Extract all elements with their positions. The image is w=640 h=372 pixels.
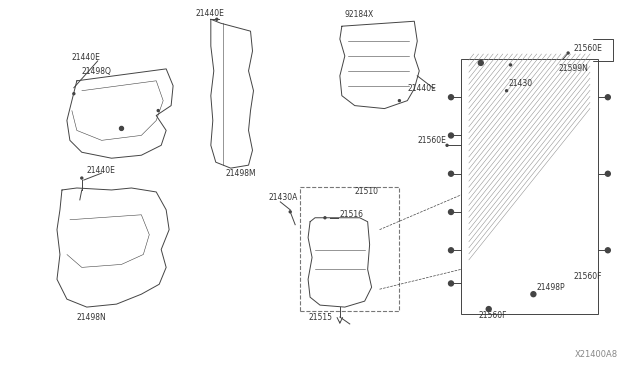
- Circle shape: [120, 126, 124, 131]
- Circle shape: [531, 292, 536, 296]
- Circle shape: [567, 52, 569, 54]
- Text: 21560E: 21560E: [417, 136, 446, 145]
- Circle shape: [449, 133, 454, 138]
- Text: 21440E: 21440E: [72, 54, 100, 62]
- Text: 21560F: 21560F: [573, 272, 602, 281]
- Text: 21498Q: 21498Q: [82, 67, 111, 76]
- Text: 21440E: 21440E: [196, 9, 225, 18]
- Circle shape: [399, 100, 401, 102]
- Text: 21440E: 21440E: [407, 84, 436, 93]
- Text: 21430A: 21430A: [268, 193, 298, 202]
- Circle shape: [289, 211, 291, 213]
- Text: 21599N: 21599N: [558, 64, 588, 73]
- Text: 21498N: 21498N: [77, 312, 107, 321]
- Circle shape: [81, 177, 83, 179]
- Text: 21430: 21430: [509, 79, 532, 88]
- Text: 21498P: 21498P: [536, 283, 565, 292]
- Text: 21440E: 21440E: [87, 166, 116, 174]
- Bar: [300, 187, 399, 311]
- Circle shape: [157, 110, 159, 112]
- Circle shape: [605, 95, 611, 100]
- Bar: [461, 59, 598, 314]
- Circle shape: [449, 281, 454, 286]
- Text: X21400A8: X21400A8: [575, 350, 618, 359]
- Circle shape: [486, 307, 492, 312]
- Text: 21560F: 21560F: [479, 311, 508, 320]
- Text: 21560E: 21560E: [573, 44, 602, 52]
- Circle shape: [324, 217, 326, 219]
- Circle shape: [605, 171, 611, 176]
- Circle shape: [449, 95, 454, 100]
- Circle shape: [216, 18, 218, 20]
- Circle shape: [605, 248, 611, 253]
- Text: 21515: 21515: [308, 312, 332, 321]
- Circle shape: [449, 209, 454, 215]
- Circle shape: [509, 64, 511, 66]
- Text: 21516: 21516: [340, 210, 364, 219]
- Circle shape: [449, 171, 454, 176]
- Circle shape: [506, 90, 508, 92]
- Circle shape: [449, 248, 454, 253]
- Circle shape: [478, 60, 483, 65]
- Text: 92184X: 92184X: [345, 10, 374, 19]
- Text: 21498M: 21498M: [226, 169, 257, 177]
- Text: 21510: 21510: [355, 187, 379, 196]
- Circle shape: [73, 93, 75, 95]
- Circle shape: [446, 144, 448, 146]
